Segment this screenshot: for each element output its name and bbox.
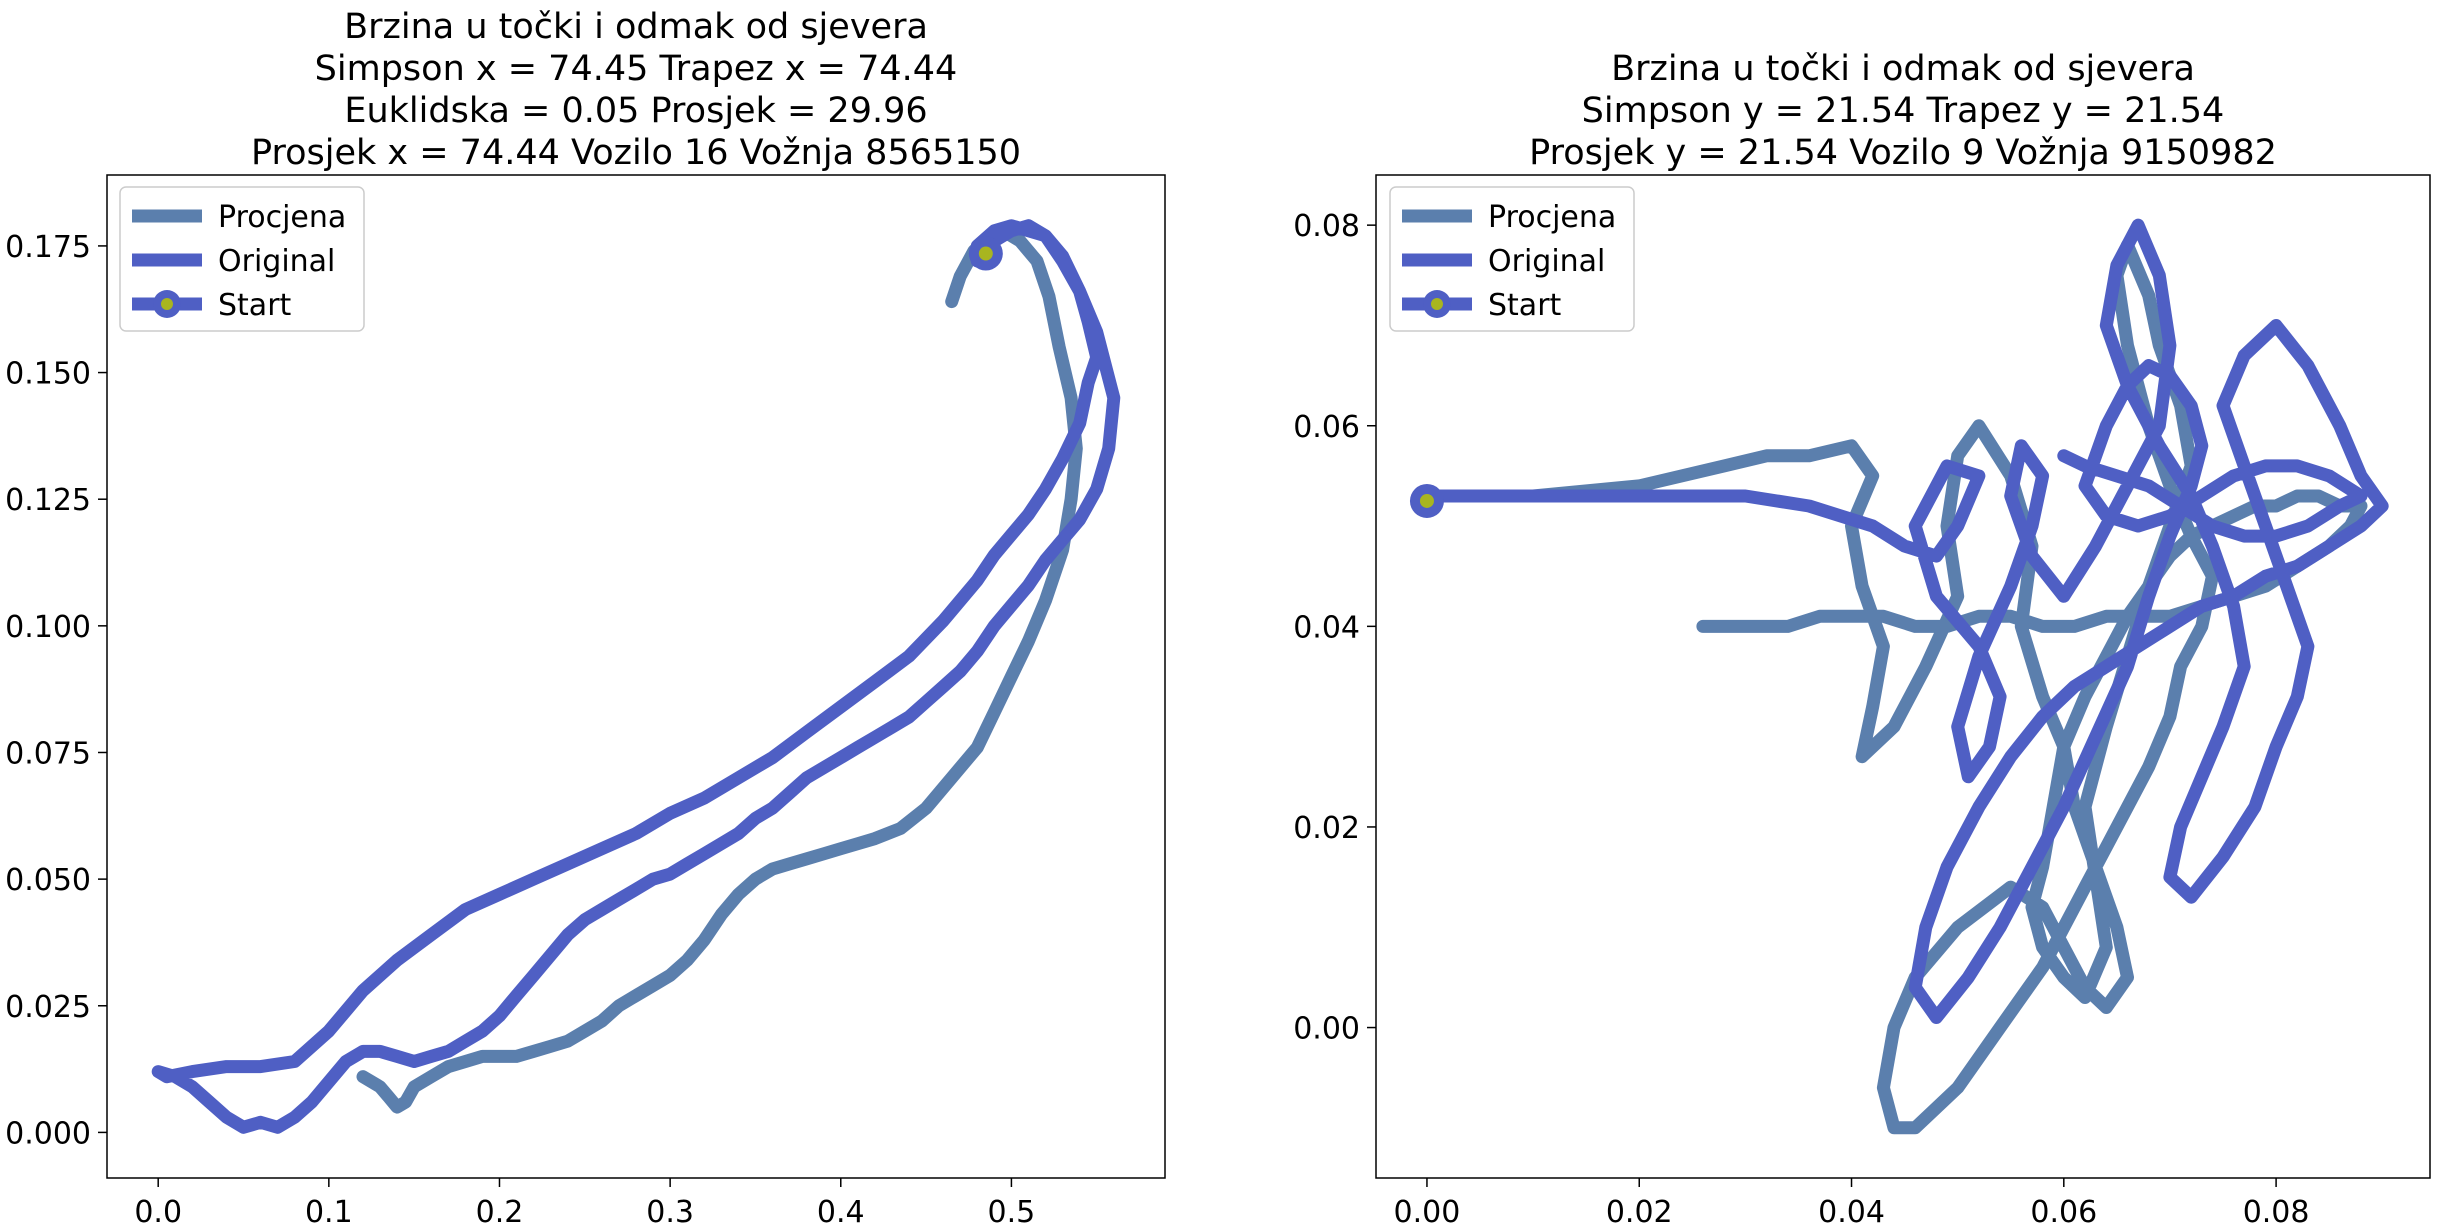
left-title-line-3: Euklidska = 0.05 Prosjek = 29.96 [344,91,927,131]
right-legend: Procjena Original Start [1389,186,1635,332]
left-x-tick-label: 0.3 [646,1195,694,1228]
legend-label-procjena: Procjena [1488,200,1616,235]
right-x-tick-label: 0.08 [2243,1195,2310,1228]
legend-frame [119,186,365,332]
left-x-tick-label: 0.2 [476,1195,524,1228]
left-x-tick-label: 0.0 [134,1195,182,1228]
legend-swatch-start-marker-center [1431,298,1443,310]
legend-label-start: Start [1488,288,1562,323]
left-y-tick-label: 0.125 [5,483,91,518]
left-y-tick-label: 0.100 [5,610,91,645]
left-x-tick-label: 0.1 [305,1195,353,1228]
left-subplot: Brzina u točki i odmak od sjevera Simpso… [5,7,1166,1228]
left-y-tick-label: 0.175 [5,230,91,265]
left-axes-frame [106,174,1166,1179]
left-title-line-1: Brzina u točki i odmak od sjevera [344,7,928,47]
left-plot-area [151,219,1121,1134]
right-axes-frame [1375,174,2431,1179]
right-series-procjena-line [1420,238,2368,1135]
left-axis-ticks: 0.0 0.1 0.2 0.3 0.4 0.5 0.000 0.025 0.050 0.075 0.… [5,230,1035,1228]
right-title-line-2: Simpson y = 21.54 Trapez y = 21.54 [1582,91,2225,131]
left-x-tick-label: 0.4 [817,1195,865,1228]
left-y-tick-label: 0.050 [5,863,91,898]
right-series-original-line [1420,218,2389,1024]
right-start-marker-center [1419,493,1434,508]
right-axis-ticks: 0.00 0.02 0.04 0.06 0.08 0.00 0.02 0.04 0.06 0.08 [1293,209,2309,1228]
right-y-tick-label: 0.08 [1293,209,1360,244]
right-y-tick-label: 0.06 [1293,410,1360,445]
right-subplot: Brzina u točki i odmak od sjevera Simpso… [1293,49,2431,1228]
legend-swatch-start-marker-center [161,298,173,310]
right-y-tick-label: 0.02 [1293,811,1360,846]
legend-label-start: Start [218,288,292,323]
legend-label-original: Original [218,244,335,279]
left-legend: Procjena Original Start [119,186,365,332]
left-title-line-4: Prosjek x = 74.44 Vozilo 16 Vožnja 85651… [251,133,1021,173]
right-y-tick-label: 0.00 [1293,1012,1360,1047]
left-series-original-line [151,219,1121,1134]
right-x-tick-label: 0.00 [1394,1195,1461,1228]
legend-label-procjena: Procjena [218,200,346,235]
left-y-tick-label: 0.000 [5,1116,91,1151]
legend-label-original: Original [1488,244,1605,279]
right-title-line-3: Prosjek y = 21.54 Vozilo 9 Vožnja 915098… [1529,133,2277,173]
right-x-tick-label: 0.06 [2030,1195,2097,1228]
left-start-marker-center [978,246,993,261]
right-x-tick-label: 0.04 [1818,1195,1885,1228]
legend-frame [1389,186,1635,332]
left-series-procjena-line [356,224,1083,1114]
right-y-tick-label: 0.04 [1293,610,1360,645]
left-x-tick-label: 0.5 [988,1195,1036,1228]
right-x-tick-label: 0.02 [1606,1195,1673,1228]
left-title-line-2: Simpson x = 74.45 Trapez x = 74.44 [315,49,958,89]
left-y-tick-label: 0.075 [5,736,91,771]
left-y-tick-label: 0.150 [5,357,91,392]
right-title-line-1: Brzina u točki i odmak od sjevera [1611,49,2195,89]
left-y-tick-label: 0.025 [5,990,91,1025]
right-plot-area [1420,218,2389,1135]
